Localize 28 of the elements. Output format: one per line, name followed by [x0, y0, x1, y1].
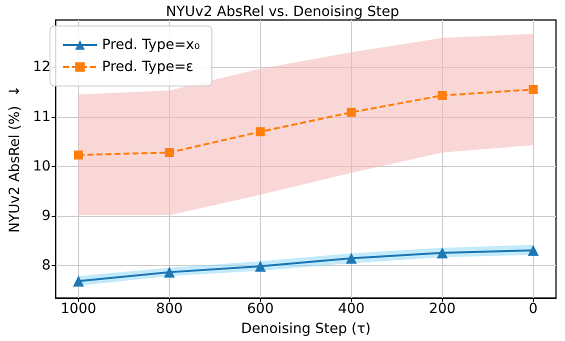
- point: [254, 260, 266, 272]
- legend-label: Pred. Type=x₀: [102, 37, 200, 53]
- point: [346, 108, 356, 117]
- legend-label: Pred. Type=ε: [102, 59, 194, 75]
- y-tick-label: 10: [32, 158, 51, 174]
- x-tick-label: 400: [338, 301, 365, 317]
- x-tick-label: 200: [428, 301, 456, 317]
- x-axis-title: Denoising Step (τ): [240, 321, 371, 337]
- y-tick-label: 11: [32, 108, 51, 125]
- x-tick-label: 800: [156, 301, 183, 317]
- x-tick-label: 1000: [60, 301, 96, 317]
- y-tick-label: 12: [32, 59, 51, 76]
- x-tick-label: 600: [247, 301, 274, 317]
- point: [528, 85, 538, 94]
- point: [346, 252, 357, 264]
- point: [256, 127, 265, 136]
- point: [164, 266, 175, 278]
- point: [72, 276, 84, 287]
- point: [436, 247, 448, 258]
- y-axis-title: NYUv2 AbsRel (%) ↓: [7, 85, 23, 233]
- point: [528, 244, 539, 256]
- y-tick-label: 8: [42, 258, 51, 274]
- point: [74, 150, 83, 160]
- x-tick-label: 0: [528, 301, 538, 317]
- point: [164, 148, 174, 158]
- chart-title: NYUv2 AbsRel vs. Denoising Step: [166, 4, 400, 20]
- y-tick-label: 9: [42, 208, 51, 224]
- point: [438, 90, 447, 100]
